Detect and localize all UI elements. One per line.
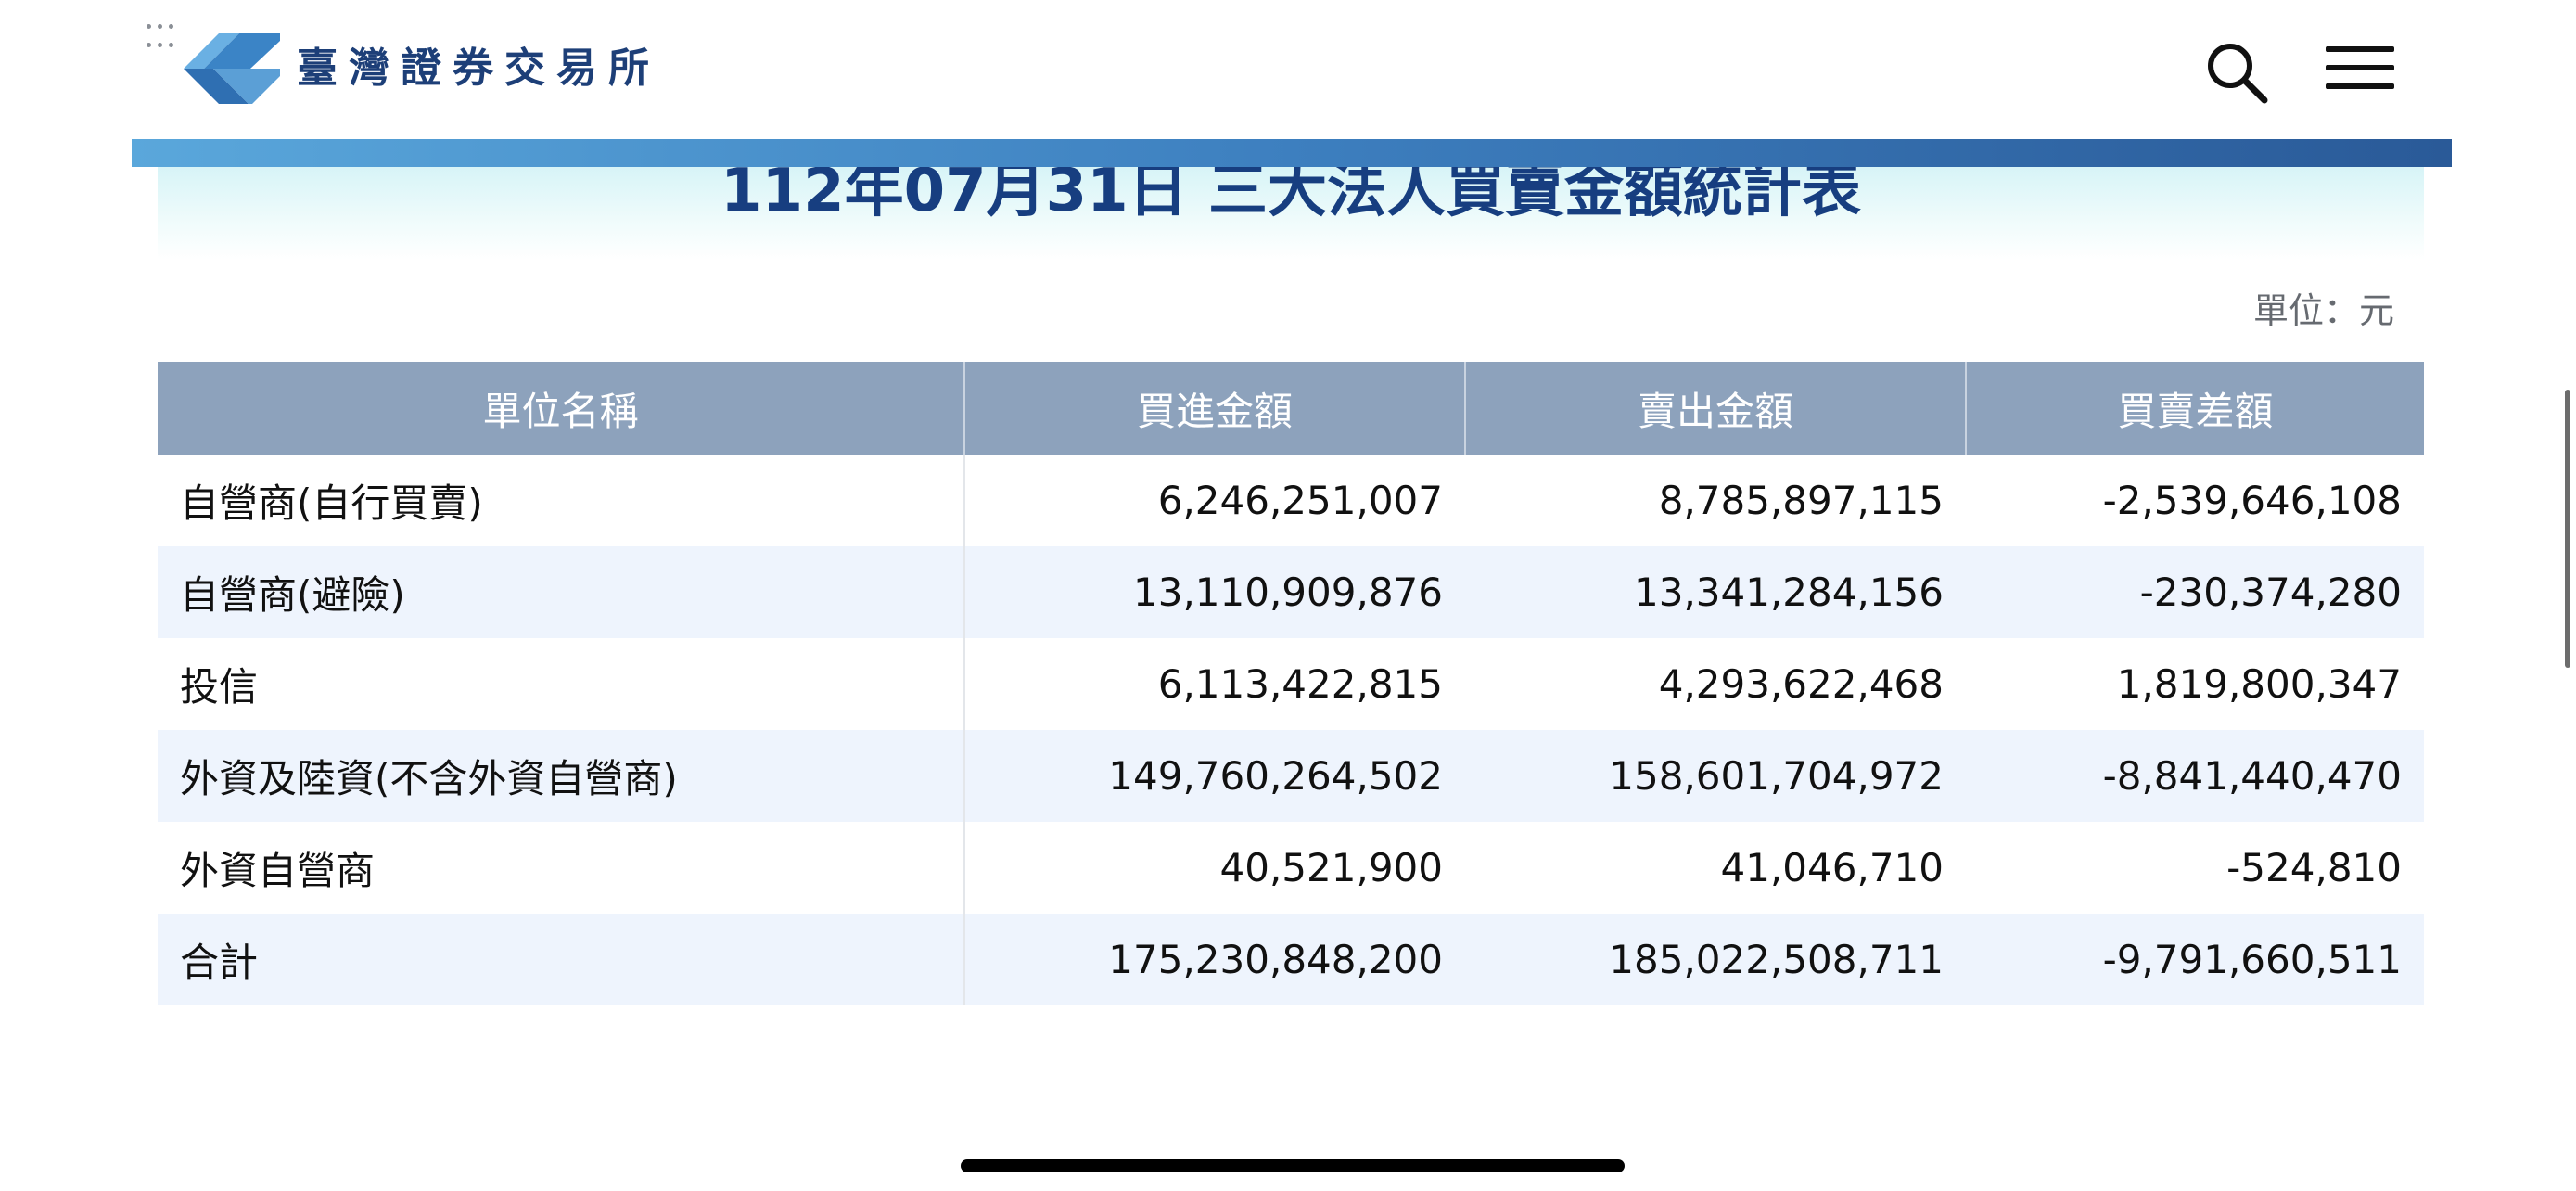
- buy-amount: 149,760,264,502: [964, 730, 1465, 822]
- table-row: 外資及陸資(不含外資自營商) 149,760,264,502 158,601,7…: [158, 730, 2424, 822]
- search-icon[interactable]: [2205, 41, 2268, 104]
- row-name: 投信: [158, 638, 965, 730]
- brand-name[interactable]: 臺灣證券交易所: [297, 45, 660, 92]
- institutional-trading-table: 單位名稱 買進金額 賣出金額 買賣差額 自營商(自行買賣) 6,246,251,…: [158, 362, 2424, 1005]
- buy-amount: 13,110,909,876: [964, 546, 1465, 638]
- net-amount: -524,810: [1966, 822, 2424, 914]
- table-row: 自營商(避險) 13,110,909,876 13,341,284,156 -2…: [158, 546, 2424, 638]
- grabber-dots-icon: [147, 24, 178, 50]
- buy-amount: 175,230,848,200: [964, 914, 1465, 1005]
- buy-amount: 6,246,251,007: [964, 455, 1465, 546]
- net-amount: -230,374,280: [1966, 546, 2424, 638]
- sell-amount: 41,046,710: [1465, 822, 1966, 914]
- title-band: 112年07月31日 三大法人買賣金額統計表: [158, 167, 2424, 260]
- row-name: 自營商(避險): [158, 546, 965, 638]
- row-name: 外資自營商: [158, 822, 965, 914]
- net-amount: -2,539,646,108: [1966, 455, 2424, 546]
- unit-label: 單位：元: [2252, 290, 2394, 331]
- net-amount: -9,791,660,511: [1966, 914, 2424, 1005]
- row-name: 合計: [158, 914, 965, 1005]
- sell-amount: 8,785,897,115: [1465, 455, 1966, 546]
- hamburger-menu-icon[interactable]: [2326, 46, 2394, 93]
- net-amount: 1,819,800,347: [1966, 638, 2424, 730]
- row-name: 自營商(自行買賣): [158, 455, 965, 546]
- column-header-unit-name: 單位名稱: [158, 362, 965, 455]
- net-amount: -8,841,440,470: [1966, 730, 2424, 822]
- column-header-net-amount: 買賣差額: [1966, 362, 2424, 455]
- buy-amount: 40,521,900: [964, 822, 1465, 914]
- sell-amount: 4,293,622,468: [1465, 638, 1966, 730]
- table-row-total: 合計 175,230,848,200 185,022,508,711 -9,79…: [158, 914, 2424, 1005]
- report-title: 112年07月31日 三大法人買賣金額統計表: [721, 167, 1861, 225]
- buy-amount: 6,113,422,815: [964, 638, 1465, 730]
- twse-logo-icon[interactable]: [184, 33, 280, 104]
- table-row: 自營商(自行買賣) 6,246,251,007 8,785,897,115 -2…: [158, 455, 2424, 546]
- sell-amount: 13,341,284,156: [1465, 546, 1966, 638]
- header-divider-bar: [132, 139, 2452, 167]
- column-header-buy-amount: 買進金額: [964, 362, 1466, 455]
- vertical-scrollbar[interactable]: [2565, 390, 2570, 668]
- table-row: 外資自營商 40,521,900 41,046,710 -524,810: [158, 822, 2424, 914]
- home-indicator[interactable]: [961, 1159, 1625, 1172]
- table-row: 投信 6,113,422,815 4,293,622,468 1,819,800…: [158, 638, 2424, 730]
- sell-amount: 158,601,704,972: [1465, 730, 1966, 822]
- column-header-sell-amount: 賣出金額: [1465, 362, 1967, 455]
- table-header-row: 單位名稱 買進金額 賣出金額 買賣差額: [158, 362, 2424, 455]
- sell-amount: 185,022,508,711: [1465, 914, 1966, 1005]
- row-name: 外資及陸資(不含外資自營商): [158, 730, 965, 822]
